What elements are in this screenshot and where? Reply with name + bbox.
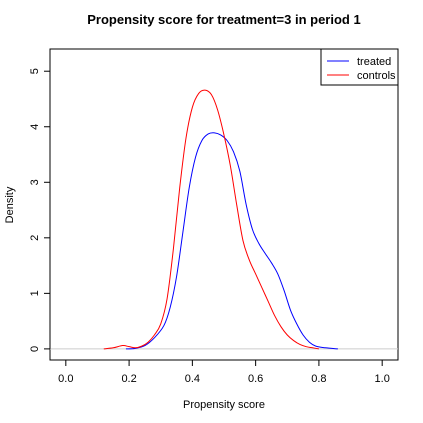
series-line-treated <box>125 132 338 350</box>
series-group <box>103 89 338 350</box>
chart-title: Propensity score for treatment=3 in peri… <box>87 12 360 27</box>
x-tick-label: 1.0 <box>375 373 390 385</box>
y-tick-label: 2 <box>29 235 41 241</box>
x-tick-label: 0.0 <box>58 373 73 385</box>
y-tick-label: 3 <box>29 179 41 185</box>
legend-box <box>320 48 399 86</box>
y-axis: 0 1 2 3 4 5 <box>29 68 51 352</box>
y-tick-label: 4 <box>29 124 41 130</box>
y-tick-label: 0 <box>29 346 41 352</box>
plot-frame <box>49 48 399 361</box>
y-tick-label: 1 <box>29 290 41 296</box>
x-tick-label: 0.2 <box>121 373 136 385</box>
y-axis-label: Density <box>4 186 16 223</box>
x-tick-label: 0.4 <box>185 373 200 385</box>
legend-label-treated: treated <box>357 56 391 68</box>
legend: treated controls <box>320 48 399 86</box>
legend-label-controls: controls <box>357 70 396 82</box>
y-tick-label: 5 <box>29 68 41 74</box>
x-axis: 0.0 0.2 0.4 0.6 0.8 1.0 <box>58 359 390 385</box>
x-tick-label: 0.8 <box>311 373 326 385</box>
x-tick-label: 0.6 <box>248 373 263 385</box>
x-axis-label: Propensity score <box>183 399 265 411</box>
series-line-controls <box>103 89 319 350</box>
